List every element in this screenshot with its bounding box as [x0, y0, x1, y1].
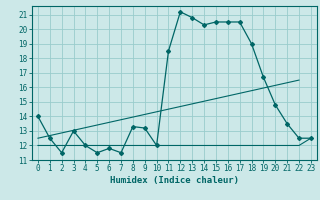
- X-axis label: Humidex (Indice chaleur): Humidex (Indice chaleur): [110, 176, 239, 185]
